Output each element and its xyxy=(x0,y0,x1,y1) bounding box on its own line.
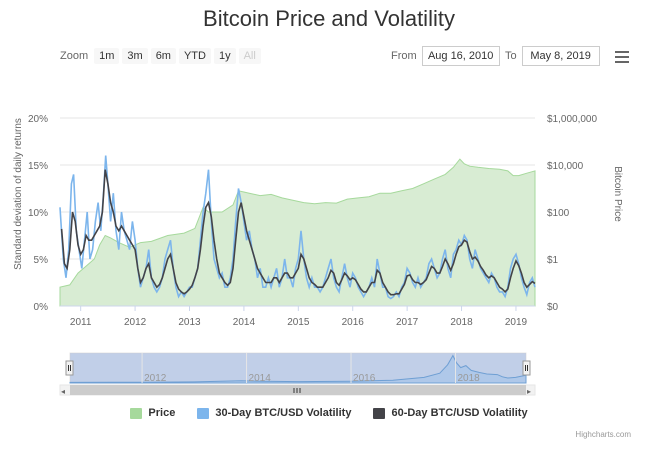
range-to-label: To xyxy=(505,50,517,62)
legend-swatch-price xyxy=(130,407,143,419)
credits-link[interactable]: Highcharts.com xyxy=(575,430,631,439)
zoom-bar: Zoom 1m 3m 6m YTD 1y All xyxy=(60,48,264,64)
x-axis-ticks: 2011 2012 2013 2014 2015 2016 2017 2018 2019 xyxy=(70,306,528,328)
y-right-tick-label: $1 xyxy=(547,255,559,266)
navigator-tick-label: 2012 xyxy=(144,373,167,384)
chart-title: Bitcoin Price and Volatility xyxy=(203,6,455,31)
zoom-3m-button[interactable]: 3m xyxy=(122,48,148,64)
y-left-tick-label: 10% xyxy=(28,208,48,219)
y-left-tick-label: 5% xyxy=(34,255,49,266)
y-right-tick-label: $1,000,000 xyxy=(547,114,597,125)
navigator: 2012 2014 2016 2018 ◂ ▸ xyxy=(59,352,536,396)
navigator-selection[interactable] xyxy=(70,353,526,383)
range-from-input[interactable] xyxy=(421,46,500,66)
zoom-label: Zoom xyxy=(60,50,89,62)
legend-swatch-vol60 xyxy=(373,407,386,419)
x-tick-label: 2017 xyxy=(396,317,419,328)
range-to: To xyxy=(505,46,600,66)
volatility-60day-line xyxy=(60,169,536,296)
hamburger-menu-icon[interactable] xyxy=(615,51,629,66)
y-left-tick-label: 20% xyxy=(28,114,48,125)
x-tick-label: 2011 xyxy=(70,317,92,328)
navigator-series xyxy=(69,354,527,384)
y-right-tick-label: $100 xyxy=(547,208,570,219)
y-right-axis-title: Bitcoin Price xyxy=(612,166,623,222)
zoom-1m-button[interactable]: 1m xyxy=(94,48,120,64)
legend-item-price[interactable]: Price xyxy=(130,407,175,419)
zoom-1y-button[interactable]: 1y xyxy=(213,48,236,64)
y-left-axis-title: Standard deviation of daily returns xyxy=(13,118,24,270)
navigator-ticks: 2012 2014 2016 2018 xyxy=(141,353,480,384)
legend-item-vol60[interactable]: 60-Day BTC/USD Volatility xyxy=(373,407,528,419)
range-to-input[interactable] xyxy=(521,46,600,66)
navigator-tick-label: 2014 xyxy=(249,373,272,384)
legend-label-vol30: 30-Day BTC/USD Volatility xyxy=(215,407,352,419)
x-tick-label: 2015 xyxy=(287,317,310,328)
legend-swatch-vol30 xyxy=(197,407,210,419)
y-right-tick-label: $10,000 xyxy=(547,161,584,172)
x-tick-label: 2012 xyxy=(124,317,147,328)
navigator-tick-label: 2018 xyxy=(457,373,480,384)
navigator-left-handle[interactable] xyxy=(65,360,74,376)
legend-label-vol60: 60-Day BTC/USD Volatility xyxy=(391,407,528,419)
y-left-axis-ticks: 0% 5% 10% 15% 20% xyxy=(28,114,48,313)
navigator-right-handle[interactable] xyxy=(522,360,531,376)
x-tick-label: 2013 xyxy=(178,317,201,328)
y-right-axis-ticks: $0 $1 $100 $10,000 $1,000,000 xyxy=(547,114,597,313)
range-from: From xyxy=(391,46,500,66)
legend: Price 30-Day BTC/USD Volatility 60-Day B… xyxy=(0,407,658,419)
legend-item-vol30[interactable]: 30-Day BTC/USD Volatility xyxy=(197,407,351,419)
navigator-tick-label: 2016 xyxy=(353,373,376,384)
navigator-scrollbar-thumb[interactable] xyxy=(70,385,526,395)
y-right-tick-label: $0 xyxy=(547,302,559,313)
scrollbar-right-arrow: ▸ xyxy=(527,387,531,396)
zoom-ytd-button[interactable]: YTD xyxy=(178,48,211,64)
y-left-tick-label: 0% xyxy=(34,302,49,313)
x-tick-label: 2018 xyxy=(450,317,473,328)
legend-label-price: Price xyxy=(148,407,176,419)
range-from-label: From xyxy=(391,50,417,62)
y-left-tick-label: 15% xyxy=(28,161,48,172)
x-tick-label: 2016 xyxy=(342,317,365,328)
zoom-6m-button[interactable]: 6m xyxy=(150,48,176,64)
zoom-all-button[interactable]: All xyxy=(238,48,261,64)
x-tick-label: 2014 xyxy=(233,317,256,328)
x-tick-label: 2019 xyxy=(505,317,528,328)
scrollbar-left-arrow: ◂ xyxy=(61,387,65,396)
